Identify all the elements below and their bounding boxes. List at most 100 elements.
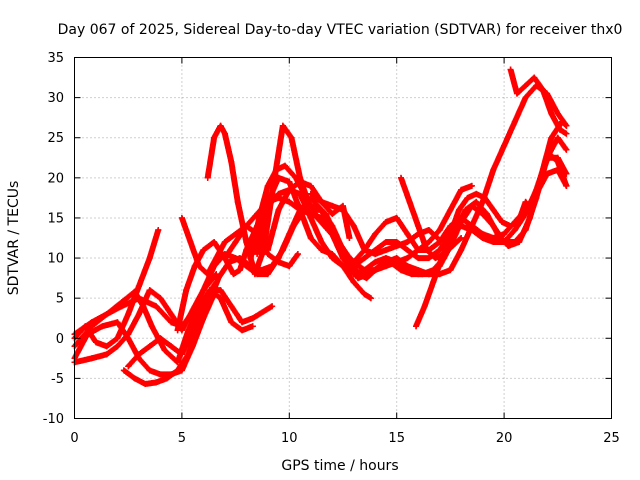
y-tick-label: 30 bbox=[47, 91, 64, 106]
data-point bbox=[458, 186, 465, 193]
data-point bbox=[447, 230, 454, 237]
data-point bbox=[103, 351, 110, 358]
data-point bbox=[522, 82, 529, 89]
data-point bbox=[153, 303, 160, 310]
y-tick-label: 35 bbox=[47, 51, 64, 66]
data-point bbox=[189, 327, 196, 334]
data-point bbox=[425, 255, 432, 262]
data-point bbox=[178, 214, 185, 221]
data-point bbox=[355, 271, 362, 278]
data-marks bbox=[71, 66, 570, 388]
data-point bbox=[432, 255, 439, 262]
y-tick-label: 20 bbox=[47, 171, 64, 186]
data-point bbox=[103, 311, 110, 318]
plot-frame bbox=[74, 57, 612, 419]
data-point bbox=[513, 90, 520, 97]
data-point bbox=[430, 279, 437, 286]
data-point bbox=[153, 379, 160, 386]
data-point bbox=[462, 206, 469, 213]
y-tick-label: -5 bbox=[51, 372, 64, 387]
data-point bbox=[286, 178, 293, 185]
data-point bbox=[275, 174, 282, 181]
data-point bbox=[264, 251, 271, 258]
data-point bbox=[114, 335, 121, 342]
data-point bbox=[372, 251, 379, 258]
data-point bbox=[307, 235, 314, 241]
data-point bbox=[187, 239, 194, 246]
data-point bbox=[211, 263, 218, 270]
data-point bbox=[174, 359, 181, 366]
data-point bbox=[458, 235, 465, 241]
data-point bbox=[329, 210, 336, 217]
data-point bbox=[279, 247, 286, 254]
data-point bbox=[554, 110, 561, 117]
data-point bbox=[526, 214, 533, 221]
data-point bbox=[243, 222, 250, 229]
series-arc-20 bbox=[413, 190, 514, 330]
data-point bbox=[382, 247, 389, 254]
data-point bbox=[522, 94, 529, 101]
x-tick-label: 20 bbox=[496, 431, 513, 446]
data-point bbox=[135, 295, 142, 302]
data-point bbox=[200, 247, 207, 254]
data-point bbox=[135, 351, 142, 358]
data-point bbox=[415, 255, 422, 262]
data-point bbox=[217, 122, 224, 129]
series-arc-17 bbox=[221, 222, 301, 270]
data-point bbox=[155, 226, 162, 233]
data-point bbox=[318, 206, 325, 213]
series-arc-19 bbox=[397, 174, 465, 262]
data-point bbox=[275, 259, 282, 266]
data-point bbox=[468, 222, 475, 229]
data-point bbox=[236, 255, 243, 262]
data-point bbox=[228, 319, 235, 326]
data-point bbox=[563, 122, 570, 129]
data-point bbox=[168, 319, 175, 326]
data-point bbox=[404, 255, 411, 262]
data-point bbox=[372, 267, 379, 274]
data-point bbox=[221, 239, 228, 246]
data-point bbox=[157, 335, 164, 342]
chart-title: Day 067 of 2025, Sidereal Day-to-day VTE… bbox=[58, 22, 623, 38]
data-point bbox=[393, 255, 400, 262]
data-point bbox=[232, 239, 239, 246]
data-point bbox=[292, 174, 299, 181]
data-point bbox=[318, 198, 325, 205]
data-point bbox=[393, 243, 400, 250]
data-point bbox=[464, 194, 471, 201]
data-point bbox=[372, 230, 379, 237]
data-point bbox=[234, 198, 241, 205]
data-point bbox=[185, 351, 192, 358]
data-point bbox=[563, 182, 570, 189]
data-point bbox=[501, 142, 508, 149]
data-point bbox=[382, 239, 389, 246]
data-point bbox=[361, 291, 368, 298]
data-point bbox=[548, 134, 555, 141]
data-point bbox=[318, 239, 325, 246]
data-point bbox=[118, 303, 125, 310]
data-point bbox=[490, 239, 497, 246]
data-point bbox=[157, 295, 164, 302]
data-point bbox=[294, 251, 301, 258]
data-point bbox=[135, 283, 142, 290]
data-point bbox=[324, 226, 331, 233]
data-point bbox=[196, 263, 203, 270]
data-point bbox=[563, 146, 570, 153]
data-point bbox=[254, 251, 261, 258]
data-point bbox=[239, 319, 246, 326]
x-tick-label: 5 bbox=[178, 431, 186, 446]
data-point bbox=[413, 323, 420, 330]
data-point bbox=[163, 375, 170, 382]
data-point bbox=[228, 158, 235, 165]
data-point bbox=[92, 339, 99, 346]
data-point bbox=[346, 235, 353, 241]
data-point bbox=[178, 351, 185, 358]
data-point bbox=[529, 206, 536, 213]
data-point bbox=[361, 267, 368, 274]
y-tick-label: -10 bbox=[43, 412, 64, 427]
data-point bbox=[505, 243, 512, 250]
data-point bbox=[372, 259, 379, 266]
data-point bbox=[404, 239, 411, 246]
data-point bbox=[434, 235, 441, 241]
data-point bbox=[335, 239, 342, 246]
